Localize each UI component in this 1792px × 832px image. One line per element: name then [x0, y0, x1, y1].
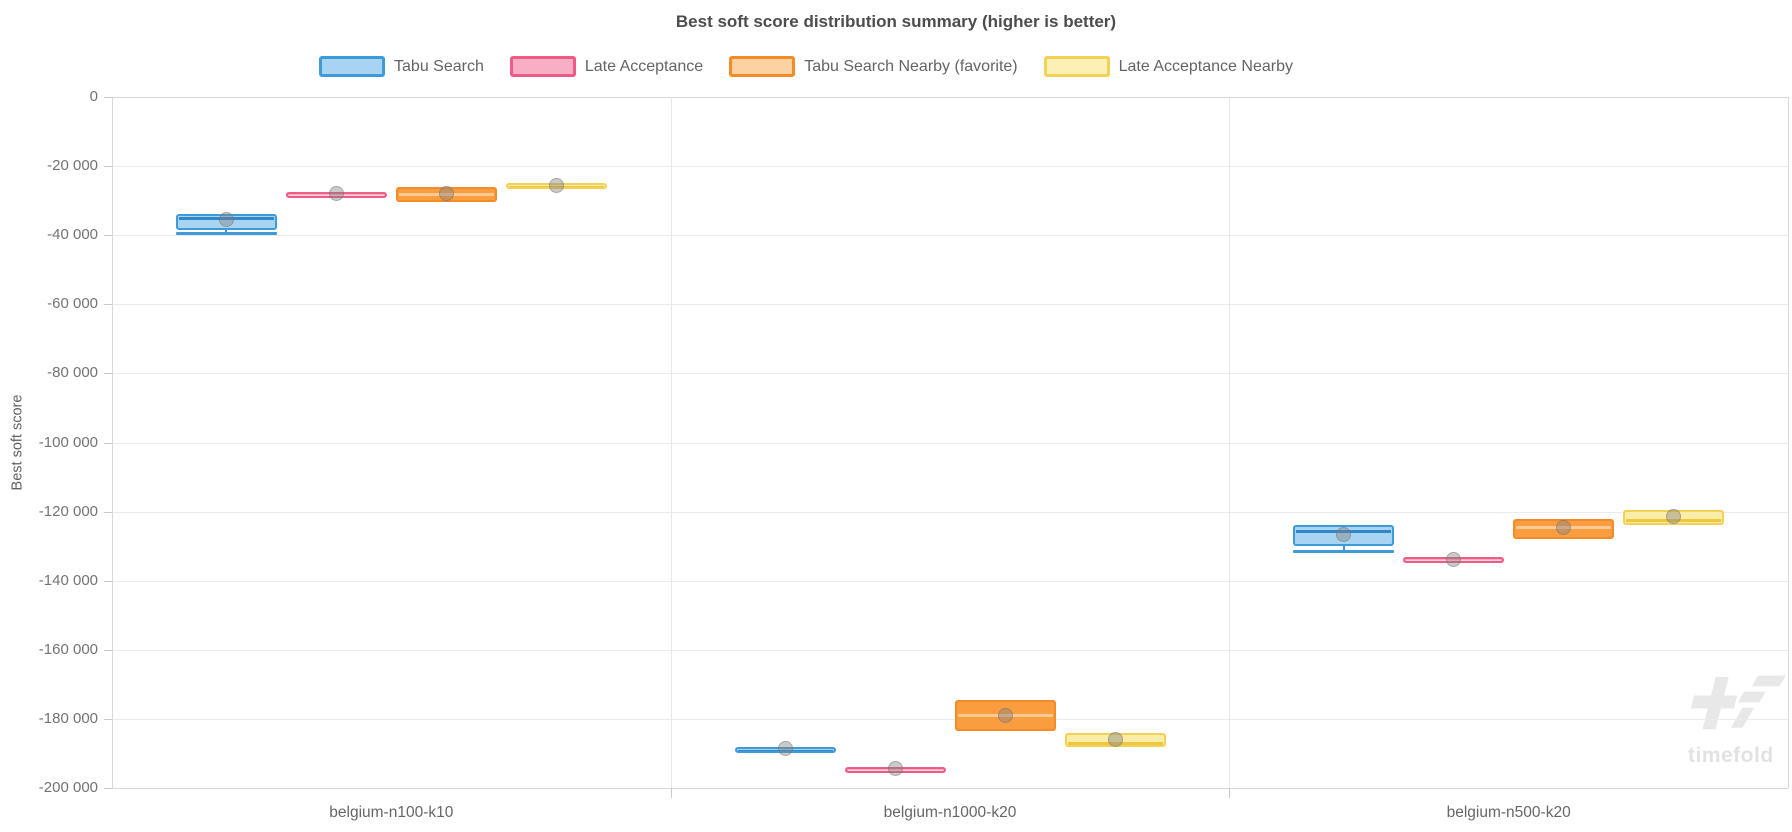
chart-title: Best soft score distribution summary (hi…	[675, 12, 1117, 31]
whisker	[1342, 546, 1345, 552]
gridline	[112, 788, 1788, 789]
mean-marker	[328, 186, 344, 202]
legend-item-late-acceptance[interactable]: Late Acceptance	[509, 56, 704, 77]
mean-marker	[777, 740, 793, 756]
y-axis-tick	[104, 649, 112, 651]
mean-marker	[1446, 552, 1462, 568]
whisker-cap	[175, 232, 277, 236]
x-axis-label: belgium-n1000-k20	[883, 804, 1017, 821]
legend-label: Late Acceptance Nearby	[1118, 57, 1293, 75]
y-axis-tick-label: -80 000	[47, 364, 98, 382]
panel-separator	[1788, 97, 1789, 788]
gridline	[112, 304, 1788, 306]
legend-item-late-acceptance-nearby[interactable]: Late Acceptance Nearby	[1043, 56, 1293, 77]
mean-marker	[997, 707, 1013, 723]
y-axis-tick	[104, 166, 112, 168]
whisker-cap	[1293, 550, 1395, 554]
mean-marker	[1666, 509, 1682, 525]
y-axis-tick-label: -180 000	[38, 709, 98, 727]
legend-item-tabu-search[interactable]: Tabu Search	[319, 56, 484, 77]
y-axis-tick-label: 0	[89, 88, 98, 105]
gridline	[112, 718, 1788, 720]
legend-label: Tabu Search	[394, 57, 484, 75]
whisker	[225, 230, 228, 234]
y-axis-tick-label: -20 000	[47, 157, 98, 175]
panel-separator	[1229, 97, 1231, 788]
mean-marker	[548, 177, 564, 193]
y-axis-tick	[104, 373, 112, 375]
gridline	[112, 166, 1788, 168]
y-axis-tick-label: -120 000	[38, 502, 98, 520]
mean-marker	[1556, 519, 1572, 535]
y-axis-tick-label: -140 000	[38, 571, 98, 589]
gridline	[112, 97, 1788, 98]
legend-swatch	[1043, 56, 1110, 77]
gridline	[112, 235, 1788, 237]
y-axis-tick	[104, 511, 112, 513]
panel-separator	[112, 97, 113, 788]
mean-marker	[1107, 732, 1123, 748]
x-axis-label: belgium-n500-k20	[1446, 804, 1571, 821]
y-axis-tick-label: -60 000	[47, 295, 98, 313]
legend-swatch	[509, 56, 576, 77]
timefold-watermark: timefold	[1686, 672, 1792, 782]
y-axis-tick	[104, 97, 112, 98]
legend-item-tabu-search-nearby-favorite-[interactable]: Tabu Search Nearby (favorite)	[729, 56, 1018, 77]
y-axis-tick	[104, 235, 112, 237]
mean-marker	[438, 186, 454, 202]
y-axis-tick	[104, 442, 112, 444]
y-axis-tick	[104, 788, 112, 789]
y-axis-tick	[104, 304, 112, 306]
y-axis-tick	[104, 718, 112, 720]
x-axis-tick	[1229, 788, 1231, 798]
gridline	[112, 373, 1788, 375]
panel-separator	[670, 97, 672, 788]
legend: Tabu Search Late Acceptance Tabu Search Ne…	[319, 56, 1293, 77]
y-axis-tick-label: -100 000	[38, 433, 98, 451]
gridline	[112, 580, 1788, 582]
gridline	[112, 511, 1788, 513]
timefold-logo-icon	[1690, 675, 1786, 730]
y-axis-tick-label: -200 000	[38, 779, 98, 796]
mean-marker	[887, 761, 903, 777]
legend-label: Late Acceptance	[584, 57, 704, 75]
mean-marker	[218, 212, 234, 228]
y-axis-tick-label: -40 000	[47, 226, 98, 244]
y-axis-tick-label: -160 000	[38, 640, 98, 658]
x-axis-tick	[670, 788, 672, 798]
legend-swatch	[319, 56, 386, 77]
x-axis-label: belgium-n100-k10	[329, 804, 454, 821]
watermark-text: timefold	[1688, 744, 1774, 767]
legend-label: Tabu Search Nearby (favorite)	[804, 57, 1018, 75]
gridline	[112, 442, 1788, 444]
mean-marker	[1336, 526, 1352, 542]
gridline	[112, 649, 1788, 651]
y-axis-tick	[104, 580, 112, 582]
legend-swatch	[729, 56, 796, 77]
